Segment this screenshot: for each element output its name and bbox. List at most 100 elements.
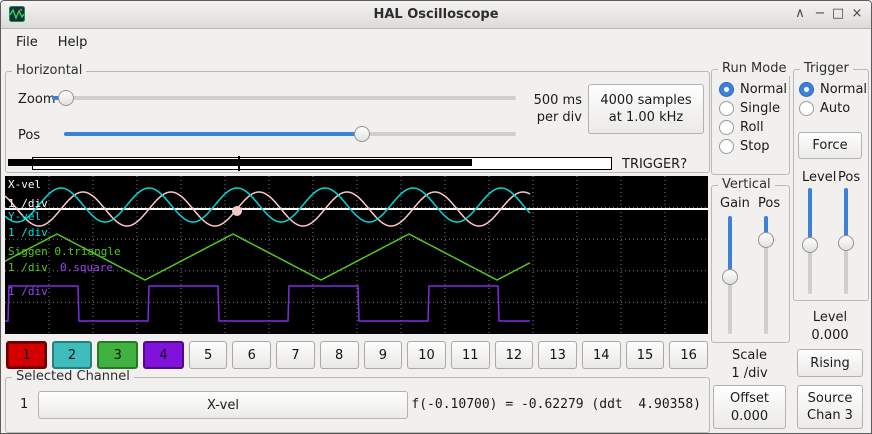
selected-channel-title: Selected Channel xyxy=(12,369,134,384)
radio-indicator xyxy=(799,101,814,116)
channel-button-14[interactable]: 14 xyxy=(581,341,621,369)
scale-value: 1 /div xyxy=(731,366,768,381)
scope-channel-label: 0.square xyxy=(60,261,113,274)
view-window-bar xyxy=(8,159,472,166)
slider-track xyxy=(52,96,516,100)
selected-channel-panel: Selected Channel 1 X-vel f(-0.10700) = -… xyxy=(5,369,710,433)
run-mode-panel: Run Mode Normal Single Roll Stop xyxy=(711,61,791,175)
channel-button-13[interactable]: 13 xyxy=(538,341,577,369)
trigger-level-caption: Level xyxy=(812,310,848,325)
channel-button-16[interactable]: 16 xyxy=(669,341,708,369)
channel-button-15[interactable]: 15 xyxy=(625,341,665,369)
radio-normal[interactable]: Normal xyxy=(799,82,867,97)
wave-siggen-triangle xyxy=(4,233,531,281)
channel-button-8[interactable]: 8 xyxy=(319,341,359,369)
radio-indicator xyxy=(719,139,734,154)
zoom-label: Zoom xyxy=(18,92,56,107)
radio-label: Roll xyxy=(740,120,764,135)
slider-fill xyxy=(64,132,363,136)
run-mode-radios: Normal Single Roll Stop xyxy=(715,78,789,158)
offset-caption: Offset xyxy=(729,391,770,406)
channel-button-9[interactable]: 9 xyxy=(363,341,403,369)
trigger-position-slider[interactable] xyxy=(836,188,856,294)
menu-file[interactable]: File xyxy=(16,35,38,50)
channel-name-button[interactable]: X-vel xyxy=(38,391,408,419)
vertical-position-slider[interactable] xyxy=(756,216,776,334)
menubar: File Help xyxy=(1,29,871,56)
waveform-canvas xyxy=(4,176,708,334)
zoom-slider[interactable] xyxy=(52,88,516,108)
radio-normal[interactable]: Normal xyxy=(719,82,788,97)
scope-display: X-vel 1 /div Y-vel 1 /div Siggen 0.triangle 1… xyxy=(4,176,708,334)
offset-button[interactable]: Offset 0.000 xyxy=(713,385,786,429)
channel-button-10[interactable]: 10 xyxy=(407,341,446,369)
channel-button-6[interactable]: 6 xyxy=(232,341,272,369)
force-button[interactable]: Force xyxy=(798,132,862,159)
vertical-position-slider-thumb[interactable] xyxy=(758,231,774,248)
trigger-position-marker[interactable] xyxy=(238,156,240,171)
trigger-level-slider-thumb[interactable] xyxy=(802,237,818,254)
scope-channel-label: Siggen 0.triangle xyxy=(8,245,121,258)
horizontal-panel-title: Horizontal xyxy=(12,63,87,78)
time-per-div-caption: per div xyxy=(536,110,582,125)
position-slider-thumb[interactable] xyxy=(354,126,371,142)
close-button[interactable]: × xyxy=(851,6,863,21)
wave-y-vel xyxy=(4,187,531,223)
radio-indicator xyxy=(799,82,814,97)
channel-button-4[interactable]: 4 xyxy=(143,341,184,369)
trigger-level-slider[interactable] xyxy=(800,188,820,294)
gain-slider-thumb[interactable] xyxy=(722,269,738,286)
wave-siggen-square xyxy=(5,285,530,322)
channel-value-readout: f(-0.10700) = -0.62279 (ddt 4.90358) xyxy=(411,397,701,412)
radio-single[interactable]: Single xyxy=(719,101,785,116)
scale-readout: Scale 1 /div xyxy=(711,347,788,383)
app-icon xyxy=(9,6,25,22)
offset-value: 0.000 xyxy=(730,409,769,424)
radio-label: Normal xyxy=(740,82,788,97)
trigger-mode-radios: Normal Auto xyxy=(795,78,868,120)
window-title: HAL Oscilloscope xyxy=(373,7,499,22)
trigger-edge-button[interactable]: Rising xyxy=(797,349,863,377)
samples-button[interactable]: 4000 samples at 1.00 kHz xyxy=(588,84,704,134)
radio-roll[interactable]: Roll xyxy=(719,120,785,135)
channel-button-1[interactable]: 1 xyxy=(6,341,47,369)
radio-stop[interactable]: Stop xyxy=(719,139,785,154)
selected-channel-number: 1 xyxy=(20,397,29,412)
radio-label: Single xyxy=(740,101,780,116)
slider-track xyxy=(764,216,768,334)
slider-fill xyxy=(764,216,768,240)
shade-button[interactable]: ∧ xyxy=(795,6,805,21)
channel-button-7[interactable]: 7 xyxy=(276,341,315,369)
titlebar[interactable]: HAL Oscilloscope ∧ − □ × xyxy=(1,1,871,29)
radio-auto[interactable]: Auto xyxy=(799,101,864,116)
trigger-position-bar[interactable] xyxy=(8,156,614,171)
trigger-source-button[interactable]: Source Chan 3 xyxy=(797,385,863,429)
trigger-pos-label: Pos xyxy=(838,170,861,185)
scale-caption: Scale xyxy=(732,348,767,363)
channel-button-11[interactable]: 11 xyxy=(450,341,490,369)
channel-button-2[interactable]: 2 xyxy=(51,341,93,369)
zoom-slider-thumb[interactable] xyxy=(57,90,74,106)
trigger-point-marker xyxy=(232,206,242,216)
time-per-div-value: 500 ms xyxy=(533,93,582,108)
horizontal-position-slider[interactable] xyxy=(64,124,516,144)
minimize-button[interactable]: − xyxy=(814,6,826,21)
maximize-button[interactable]: □ xyxy=(831,6,845,21)
channel-button-5[interactable]: 5 xyxy=(188,341,228,369)
trigger-title: Trigger xyxy=(800,61,853,76)
slider-fill xyxy=(844,188,848,244)
trigger-question-label: TRIGGER? xyxy=(622,157,688,172)
channel-button-3[interactable]: 3 xyxy=(97,341,139,369)
vertical-pos-label: Pos xyxy=(758,196,781,211)
menu-help[interactable]: Help xyxy=(57,35,88,50)
radio-indicator xyxy=(719,101,734,116)
vertical-panel: Vertical Gain Pos xyxy=(711,177,790,343)
gain-slider[interactable] xyxy=(720,216,740,334)
channel-button-12[interactable]: 12 xyxy=(494,341,534,369)
trigger-source-value: Chan 3 xyxy=(807,408,853,423)
time-per-div-readout: 500 ms per div xyxy=(518,92,582,126)
trigger-level-value: 0.000 xyxy=(811,328,849,343)
radio-label: Auto xyxy=(820,101,851,116)
slider-fill xyxy=(728,216,732,278)
trigger-position-slider-thumb[interactable] xyxy=(838,235,854,252)
